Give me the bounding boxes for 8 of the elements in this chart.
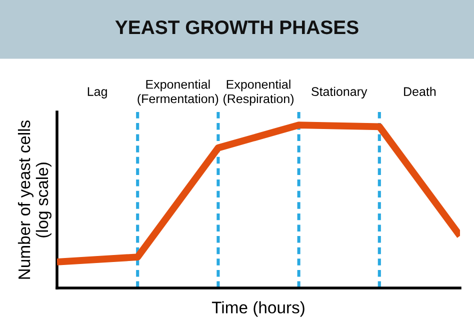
text: Exponential (Respiration) <box>224 80 294 106</box>
text: Death <box>404 86 436 96</box>
x-axis-title: Time (hours) <box>212 301 304 317</box>
chart-title: YEAST GROWTH PHASES <box>115 20 358 34</box>
text: Stationary <box>312 86 368 98</box>
y-axis-title: Number of yeast cells (log scale) <box>18 120 52 279</box>
text: Lag <box>88 87 107 98</box>
text: Exponential (Fermentation) <box>138 80 218 106</box>
